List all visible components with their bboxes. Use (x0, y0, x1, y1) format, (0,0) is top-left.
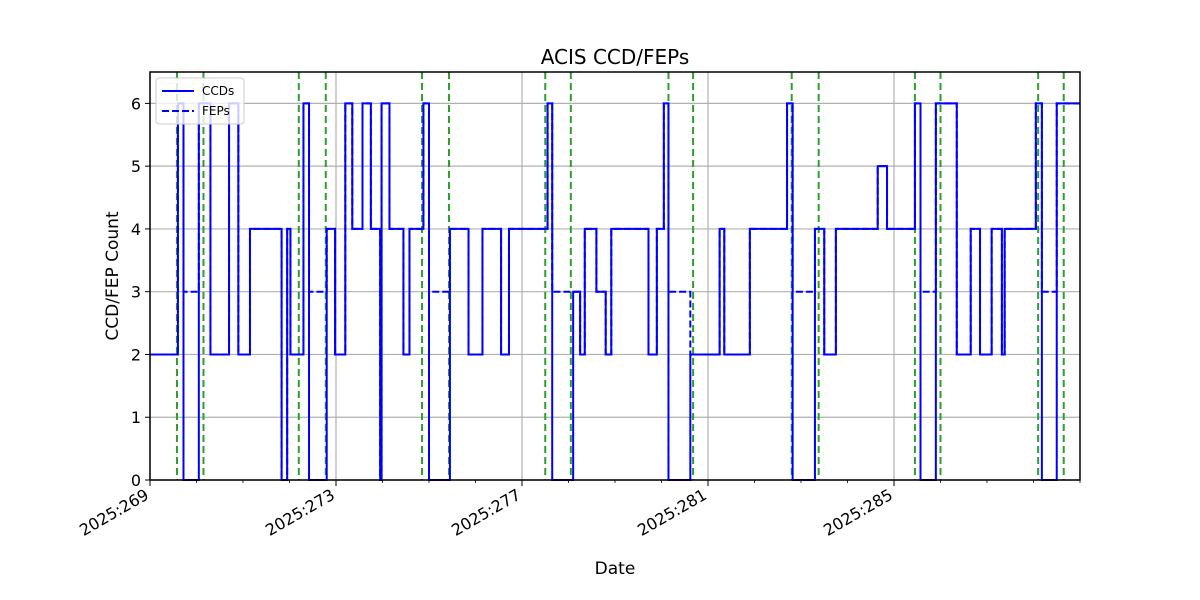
y-axis-title: CCD/FEP Count (103, 211, 123, 341)
y-tick-label: 0 (131, 471, 141, 490)
plot-area (150, 72, 1080, 480)
y-tick-label: 2 (131, 345, 141, 364)
series-layer (150, 102, 1080, 481)
legend-box (155, 77, 245, 125)
legend-label-feps: FEPs (202, 104, 230, 118)
chart-title: ACIS CCD/FEPs (541, 45, 690, 69)
y-tick-label: 5 (131, 157, 141, 176)
y-tick-label: 3 (131, 283, 141, 302)
y-tick-label: 4 (131, 220, 141, 239)
y-tick-label: 1 (131, 408, 141, 427)
x-axis-title: Date (595, 559, 636, 579)
series-line-feps (150, 102, 1080, 481)
legend: CCDs FEPs (155, 77, 245, 125)
y-tick-label: 6 (131, 94, 141, 113)
legend-label-ccds: CCDs (202, 84, 234, 98)
